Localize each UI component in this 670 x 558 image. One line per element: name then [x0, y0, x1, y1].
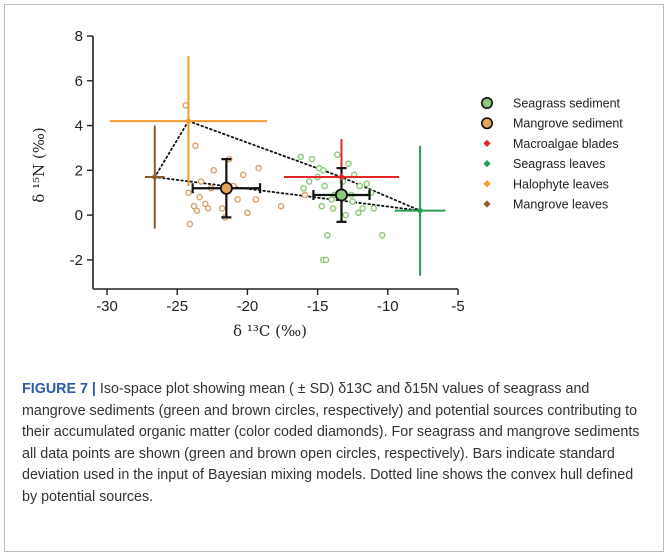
x-tick-label: -5 [451, 298, 464, 315]
legend-mangrove-sediment-label: Mangrove sediment [513, 117, 623, 131]
legend: Seagrass sediment Mangrove sediment Macroa… [480, 97, 623, 212]
mangrove-sediment-mean-marker [219, 181, 233, 195]
y-tick-label: 4 [75, 118, 83, 135]
seagrass-sediment-point [324, 231, 331, 239]
seagrass-sediment-point [363, 180, 371, 188]
legend-mangrove-sediment-marker [480, 117, 493, 130]
mangrove-sediment-point [192, 142, 199, 150]
mangrove-sediment-point [252, 196, 260, 203]
seagrass-sediment-point [370, 205, 378, 212]
mangrove-sediment-point [197, 178, 205, 185]
legend-seagrass-sediment-label: Seagrass sediment [513, 97, 621, 111]
mangrove-sediment-point [202, 200, 209, 208]
mangrove-sediment-point [185, 189, 192, 197]
y-tick-label: 8 [75, 28, 83, 45]
seagrass-sediment-point [345, 160, 352, 167]
x-tick-label: -25 [166, 298, 188, 315]
y-tick-label: 2 [75, 162, 83, 179]
mangrove-leaves-mean-marker [151, 173, 159, 181]
halophyte-leaves-mean-marker [184, 117, 193, 125]
seagrass-sediment-point [342, 211, 349, 219]
convex-hull [153, 119, 421, 212]
x-axis-label: δ ¹³C (‰) [233, 322, 307, 340]
mangrove-sediment-point [218, 205, 226, 212]
seagrass-leaves-mean-marker [416, 207, 424, 215]
mangrove-sediment-point [190, 202, 198, 210]
error-bars [109, 56, 446, 276]
seagrass-sediment-point [378, 231, 386, 239]
x-tick-label: -30 [96, 298, 118, 315]
mangrove-sediment-point [193, 207, 201, 214]
seagrass-sediment-point [329, 205, 337, 212]
figure-caption: FIGURE 7 | Iso-space plot showing mean (… [22, 379, 652, 508]
caption-text: Iso-space plot showing mean ( ± SD) δ13C… [22, 381, 640, 505]
legend-halophyte-leaves-label: Halophyte leaves [513, 177, 609, 191]
mangrove-sediment-point [186, 220, 194, 228]
x-tick-label: -10 [377, 298, 399, 315]
seagrass-sediment-point [319, 167, 327, 174]
mangrove-sediment-point [204, 205, 212, 212]
seagrass-sediment-point [349, 198, 357, 205]
y-tick-label: 6 [75, 73, 83, 90]
mean-markers [151, 117, 424, 215]
legend-seagrass-sediment-marker [480, 97, 493, 110]
caption-label: FIGURE 7 | [22, 381, 96, 397]
seagrass-sediment-point [308, 155, 316, 163]
y-axis-label: δ ¹⁵N (‰) [30, 127, 48, 203]
mangrove-sediment-point [255, 164, 262, 172]
legend-halophyte-leaves-marker [483, 180, 491, 188]
seagrass-sediment-point [359, 205, 366, 212]
legend-macroalgae-blades-marker [483, 139, 491, 147]
seagrass-sediment-point [300, 184, 307, 192]
y-tick-label: 0 [75, 207, 83, 224]
seagrass-sediment-mean-marker [334, 188, 348, 202]
seagrass-sediment-point [305, 178, 313, 185]
mangrove-sediment-point [301, 191, 309, 199]
seagrass-sediment-point [321, 182, 328, 190]
seagrass-sediment-point [333, 151, 341, 158]
x-tick-label: -15 [307, 298, 329, 315]
legend-seagrass-leaves-label: Seagrass leaves [513, 157, 605, 171]
legend-mangrove-leaves-label: Mangrove leaves [513, 198, 608, 212]
seagrass-sediment-point [297, 153, 305, 161]
seagrass-sediment-point [355, 209, 362, 217]
convex-hull-line [153, 119, 421, 212]
mangrove-sediment-point [244, 209, 251, 217]
seagrass-sediment-point [322, 256, 330, 264]
mangrove-sediment-point [277, 202, 285, 210]
legend-mangrove-leaves-marker [483, 200, 491, 208]
mangrove-sediment-point [234, 196, 241, 203]
seagrass-sediment-point [318, 202, 326, 210]
mangrove-sediment-point [239, 171, 247, 179]
legend-macroalgae-blades-label: Macroalgae blades [513, 137, 619, 151]
mangrove-sediment-point [196, 193, 203, 201]
seagrass-sediment-point [328, 196, 335, 203]
figure-frame [4, 4, 664, 552]
x-tick-label: -20 [237, 298, 259, 315]
mangrove-sediment-point [210, 167, 218, 174]
macroalgae-blades-mean-marker [337, 173, 346, 181]
legend-seagrass-leaves-marker [483, 160, 491, 168]
y-tick-label: -2 [70, 252, 83, 269]
seagrass-sediment-point [356, 182, 364, 190]
